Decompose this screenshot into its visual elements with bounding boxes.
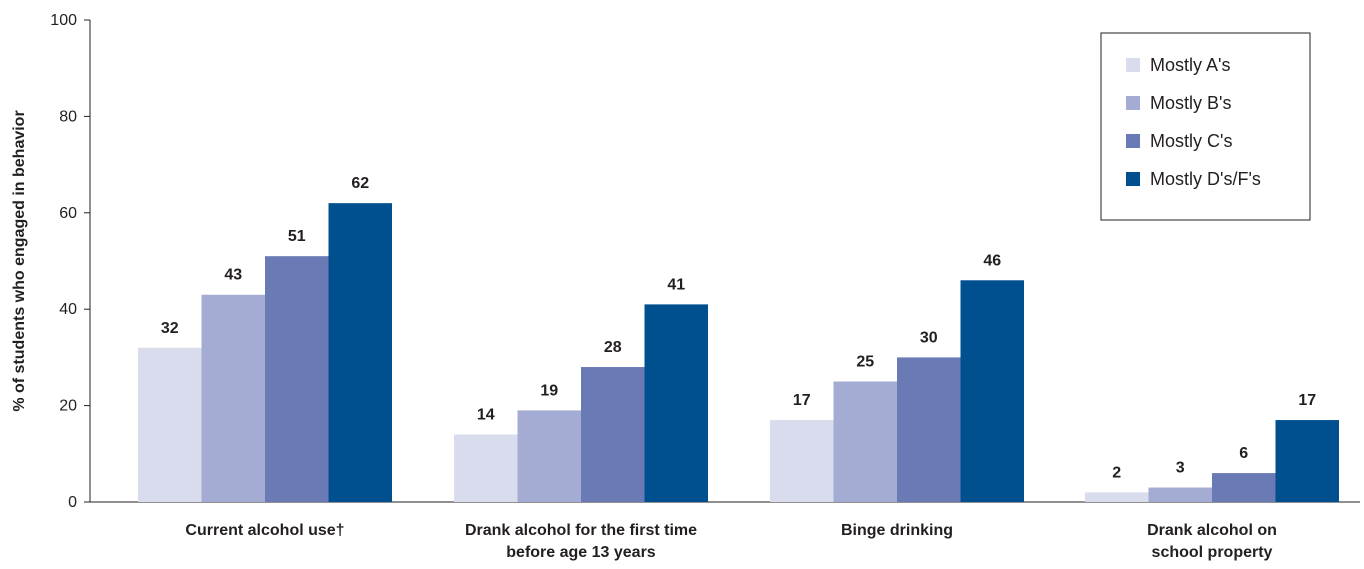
bar: [770, 420, 834, 502]
bar: [517, 410, 581, 502]
category-label: Binge drinking: [841, 522, 953, 539]
bar-value-label: 19: [540, 382, 558, 399]
bar: [1212, 473, 1276, 502]
bar: [454, 434, 518, 502]
bar-value-label: 62: [351, 175, 369, 192]
legend: Mostly A's Mostly B's Mostly C's Mostly D's…: [1100, 32, 1311, 221]
bars: [138, 203, 1339, 502]
bar-value-label: 30: [920, 329, 938, 346]
category-label: Drank alcohol on: [1147, 522, 1277, 539]
bar: [581, 367, 645, 502]
y-tick-label: 0: [68, 494, 77, 511]
bar-value-label: 28: [604, 339, 622, 356]
y-tick-label: 40: [59, 301, 77, 318]
legend-swatch: [1126, 172, 1140, 186]
legend-label: Mostly B's: [1150, 93, 1231, 113]
bar: [1148, 487, 1212, 502]
y-axis-title: % of students who engaged in behavior: [11, 110, 28, 411]
bar-value-label: 6: [1239, 445, 1248, 462]
category-labels: Current alcohol use† Drank alcohol for th…: [185, 522, 1276, 561]
bar-value-label: 2: [1112, 464, 1121, 481]
legend-label: Mostly D's/F's: [1150, 169, 1261, 189]
bar-value-label: 51: [288, 228, 306, 245]
legend-label: Mostly A's: [1150, 55, 1230, 75]
bar: [897, 357, 961, 502]
bar: [833, 381, 897, 502]
bar: [201, 294, 265, 502]
y-tick-label: 80: [59, 108, 77, 125]
category-label: Current alcohol use†: [185, 522, 344, 539]
bar-value-label: 17: [1298, 392, 1316, 409]
y-ticks: 0 20 40 60 80 100: [50, 12, 90, 511]
bar-value-label: 14: [477, 407, 495, 424]
category-label: school property: [1152, 544, 1273, 561]
bar-value-label: 43: [224, 267, 242, 284]
y-tick-label: 100: [50, 12, 77, 29]
bar: [644, 304, 708, 502]
bar-value-label: 17: [793, 392, 811, 409]
legend-swatch: [1126, 58, 1140, 72]
bar: [265, 256, 329, 502]
y-tick-label: 20: [59, 398, 77, 415]
bar-value-label: 3: [1176, 460, 1185, 477]
bar: [1085, 492, 1149, 502]
y-tick-label: 60: [59, 205, 77, 222]
bar: [960, 280, 1024, 502]
value-labels: 32 14 17 2 43 19 25 3 51 28 30 6 62 41 46 17: [161, 175, 1316, 481]
legend-items: Mostly A's Mostly B's Mostly C's Mostly D's…: [1126, 55, 1261, 189]
category-label: Drank alcohol for the first time: [465, 522, 697, 539]
legend-label: Mostly C's: [1150, 131, 1232, 151]
legend-swatch: [1126, 134, 1140, 148]
bar: [328, 203, 392, 502]
bar: [1275, 420, 1339, 502]
legend-swatch: [1126, 96, 1140, 110]
category-label: before age 13 years: [506, 544, 656, 561]
bar-value-label: 32: [161, 320, 179, 337]
bar-value-label: 25: [856, 354, 874, 371]
bar-value-label: 46: [983, 252, 1001, 269]
bar-value-label: 41: [667, 276, 685, 293]
bar: [138, 347, 202, 502]
